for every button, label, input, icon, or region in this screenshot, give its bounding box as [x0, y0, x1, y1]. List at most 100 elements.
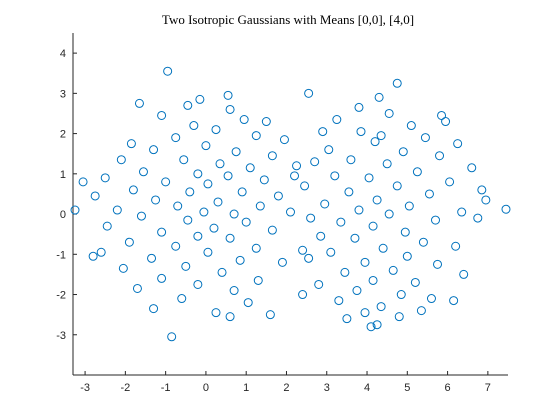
y-tick-label: 4	[60, 48, 66, 60]
x-tick-label: 7	[485, 382, 491, 394]
data-point	[213, 197, 223, 207]
data-point	[243, 298, 253, 308]
data-point	[342, 314, 352, 324]
data-point	[181, 261, 191, 271]
data-point	[286, 207, 295, 217]
data-point	[412, 167, 422, 177]
data-point	[416, 306, 426, 316]
data-point	[326, 247, 336, 257]
data-point	[368, 275, 378, 285]
data-point	[431, 215, 440, 225]
data-point	[453, 139, 463, 149]
data-point	[378, 243, 388, 253]
data-point	[259, 175, 269, 185]
data-point	[177, 294, 187, 304]
data-point	[336, 217, 346, 227]
data-point	[255, 201, 265, 211]
data-point	[366, 322, 376, 332]
x-tick-label: 0	[203, 382, 209, 394]
y-tick-label: -2	[56, 290, 66, 302]
data-point	[445, 177, 455, 187]
data-point	[136, 211, 146, 221]
data-point	[199, 207, 209, 217]
data-point	[265, 310, 275, 320]
data-point	[433, 259, 443, 269]
data-point	[96, 247, 106, 257]
data-point	[225, 312, 235, 322]
data-point	[451, 241, 461, 251]
data-point	[253, 275, 263, 285]
data-point	[320, 199, 330, 209]
data-point	[290, 171, 300, 181]
data-point	[223, 171, 233, 181]
data-point	[245, 163, 255, 173]
data-point	[324, 145, 334, 155]
data-point	[149, 304, 159, 314]
data-point	[124, 237, 134, 247]
data-point	[292, 161, 302, 171]
axes	[72, 33, 508, 376]
y-tick-label: 1	[60, 169, 66, 181]
data-point	[424, 189, 434, 199]
x-tick-label: -2	[120, 382, 130, 394]
data-point	[360, 257, 370, 267]
data-point	[384, 108, 394, 118]
data-point	[406, 121, 416, 131]
data-point	[298, 245, 308, 255]
data-point	[310, 157, 320, 167]
data-point	[344, 187, 354, 197]
data-point	[400, 227, 410, 237]
data-point	[102, 221, 112, 231]
x-tick-label: 1	[243, 382, 249, 394]
data-point	[112, 205, 122, 215]
data-point	[350, 233, 360, 243]
x-tick-label: 5	[404, 382, 410, 394]
data-point	[223, 90, 233, 100]
data-point	[372, 195, 382, 205]
data-point	[316, 231, 326, 241]
x-tick-label: -3	[80, 382, 90, 394]
data-point	[138, 167, 148, 177]
data-point	[330, 171, 340, 181]
data-point	[171, 133, 181, 143]
data-point	[235, 255, 245, 265]
data-point	[195, 94, 205, 104]
data-point	[147, 253, 157, 263]
data-point	[481, 195, 491, 205]
data-point	[251, 243, 261, 253]
x-tick-label: 4	[364, 382, 370, 394]
data-point	[209, 223, 219, 233]
data-point	[151, 195, 161, 205]
data-point	[340, 267, 350, 277]
data-point	[473, 213, 483, 223]
data-point	[193, 231, 203, 241]
data-point	[426, 294, 436, 304]
data-point	[237, 187, 247, 197]
data-point	[215, 159, 225, 169]
data-point	[396, 290, 406, 300]
data-point	[171, 241, 181, 251]
data-point	[251, 131, 261, 141]
y-tick-label: 0	[60, 209, 66, 221]
data-point	[382, 159, 392, 169]
data-point	[354, 102, 364, 112]
data-point	[306, 213, 316, 223]
data-point	[149, 145, 159, 155]
data-point	[183, 215, 193, 225]
data-point	[217, 267, 227, 277]
data-point	[364, 173, 374, 183]
data-point	[334, 296, 344, 306]
data-point	[261, 117, 271, 127]
y-tick-label: -3	[56, 330, 66, 342]
data-point	[116, 155, 126, 165]
data-point	[354, 205, 364, 215]
data-point	[211, 308, 221, 318]
data-point	[157, 273, 167, 283]
data-point	[193, 279, 203, 289]
data-point	[179, 155, 189, 165]
data-point	[388, 265, 398, 275]
data-point	[300, 181, 310, 191]
data-point	[398, 147, 408, 157]
data-point	[346, 155, 356, 165]
